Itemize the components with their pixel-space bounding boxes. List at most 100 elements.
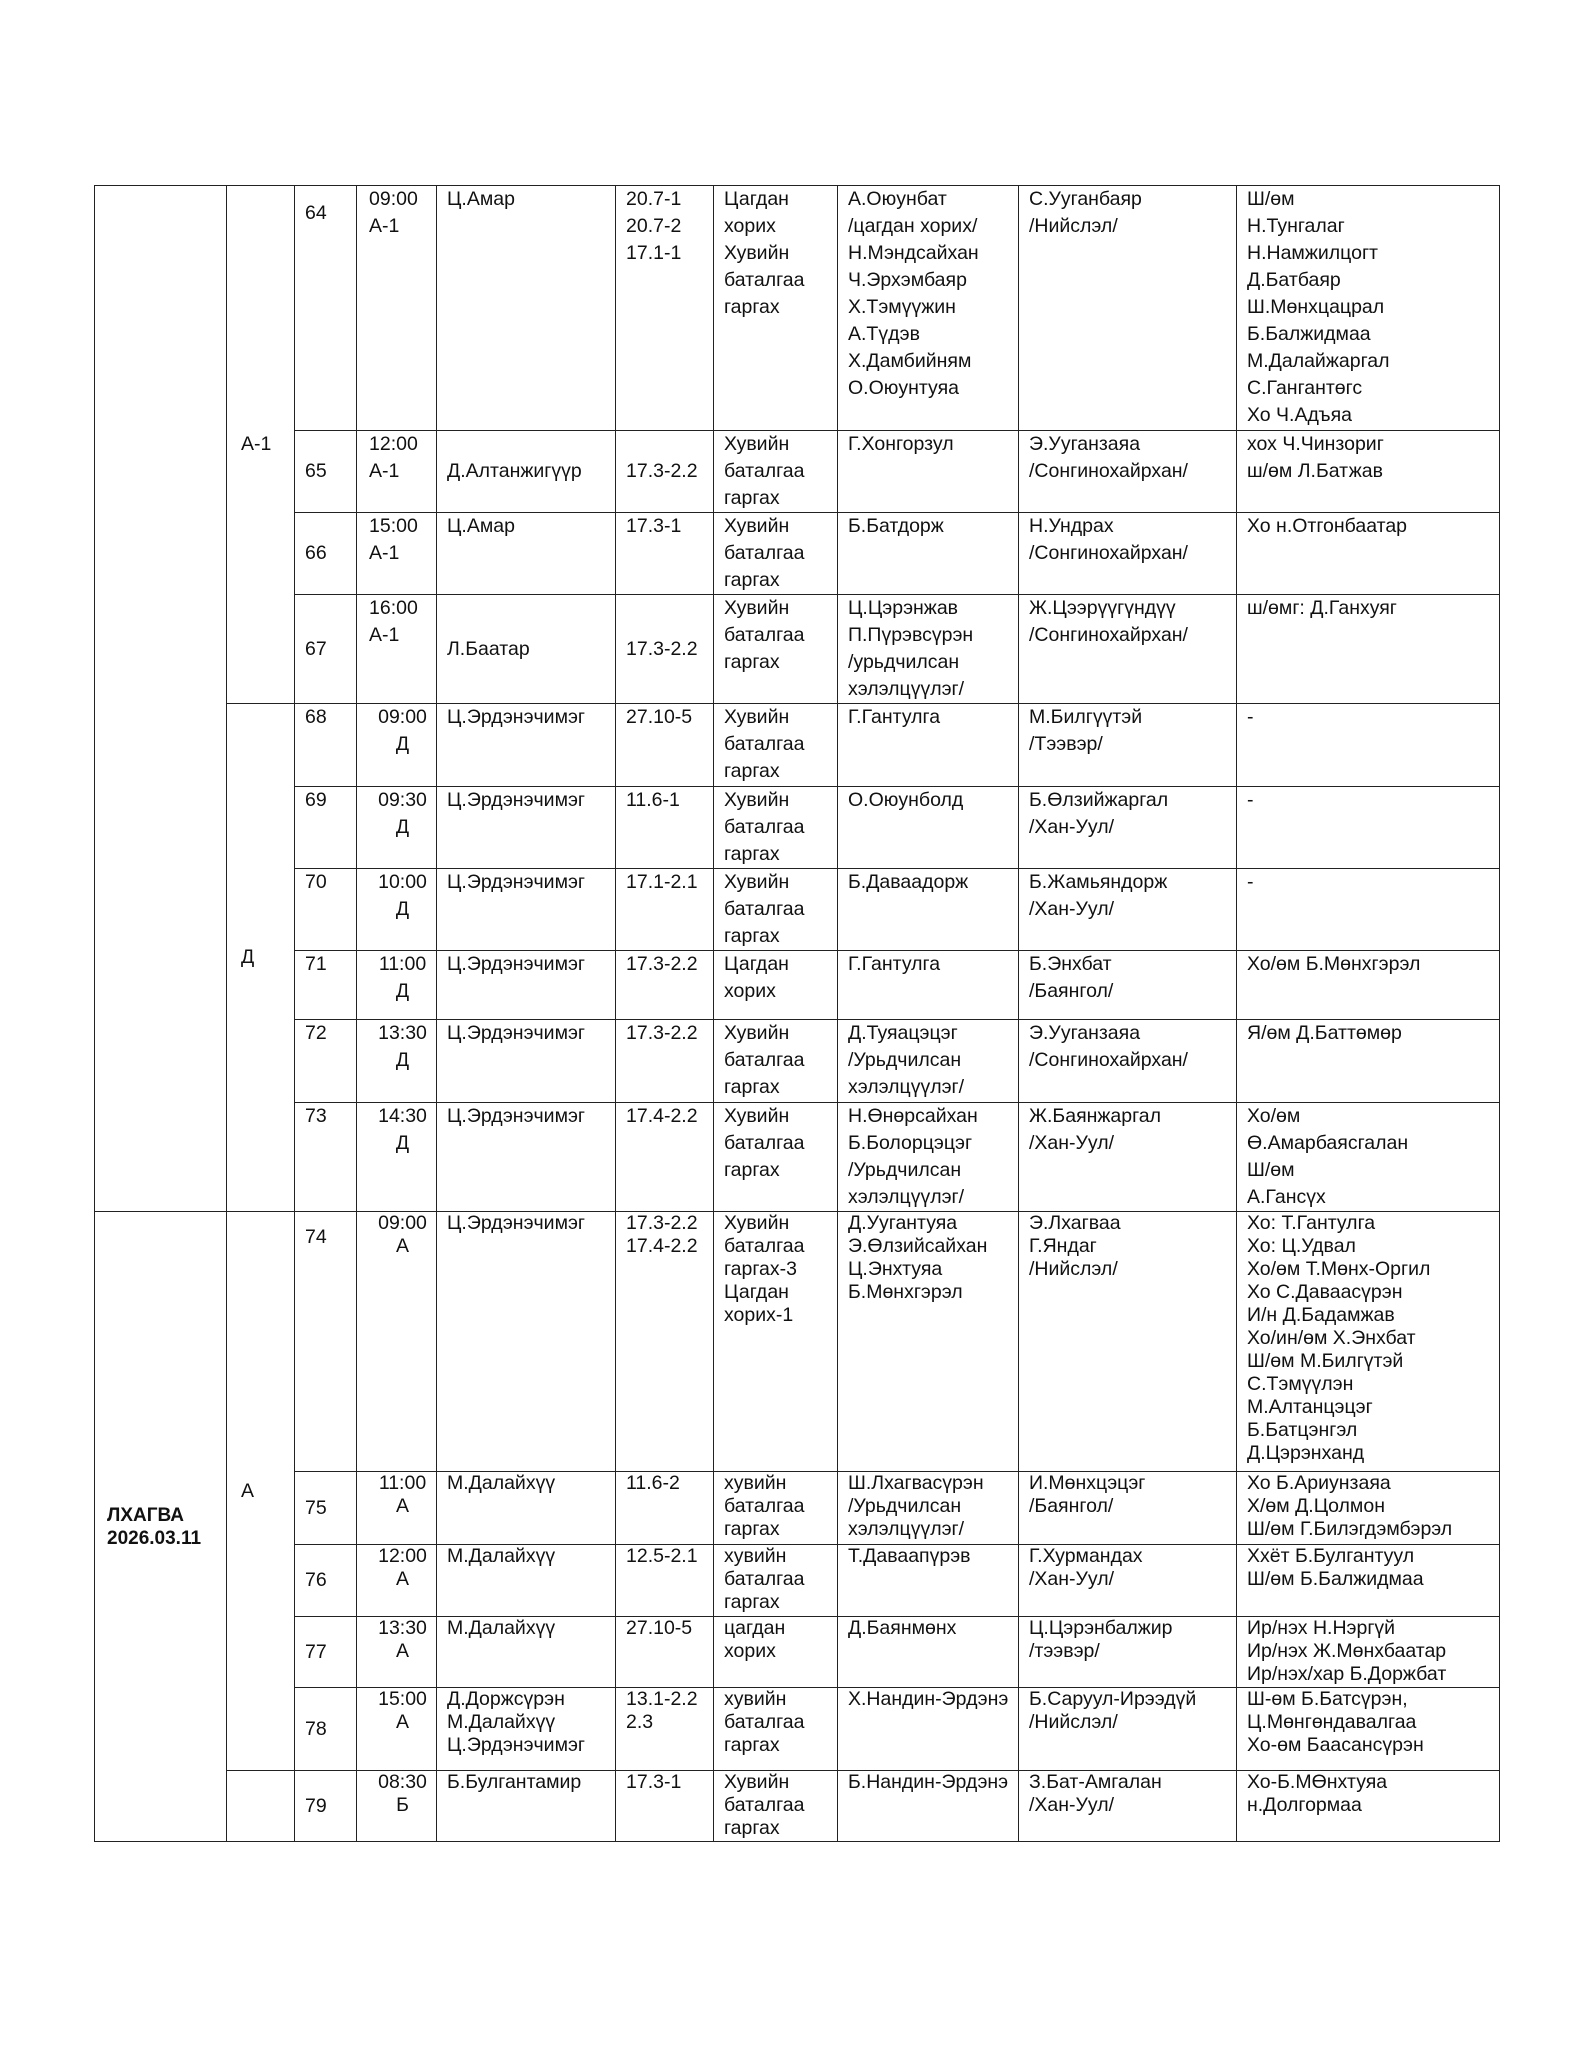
table-row: 70 10:00 Д Ц.Эрдэнэчимэг 17.1-2.1 Хувийн бат…: [95, 868, 1500, 951]
table-row: 76 12:00 А М.Далайхүү 12.5-2.1 хувийн баталг…: [95, 1544, 1500, 1617]
law-article: 27.10-5: [615, 1616, 714, 1688]
parties: Т.Даваапүрэв: [837, 1544, 1019, 1617]
prosecutor: Б.Өлзийжаргал /Хан-Уул/: [1018, 786, 1237, 869]
other-participants: Ир/нэх Н.Нэргүй Ир/нэх Ж.Мөнхбаатар Ир/н…: [1236, 1616, 1500, 1688]
other-participants: -: [1236, 868, 1500, 951]
hearing-time: 08:30 Б: [356, 1770, 437, 1842]
room-cell: А-1: [226, 185, 295, 704]
other-participants: Хо/өм Б.Мөнхгэрэл: [1236, 950, 1500, 1020]
prosecutor: З.Бат-Амгалан /Хан-Уул/: [1018, 1770, 1237, 1842]
parties: Ц.Цэрэнжав П.Пүрэвсүрэн /урьдчилсан хэлэ…: [837, 594, 1019, 704]
other-participants: Ххёт Б.Булгантуул Ш/өм Б.Балжидмаа: [1236, 1544, 1500, 1617]
case-type: Хувийн баталгаа гаргах: [713, 1770, 838, 1842]
prosecutor: Ж.Баянжаргал /Хан-Уул/: [1018, 1102, 1237, 1212]
table-row: 71 11:00 Д Ц.Эрдэнэчимэг 17.3-2.2 Цагдан хор…: [95, 950, 1500, 1020]
case-type: Хувийн баталгаа гаргах: [713, 786, 838, 869]
prosecutor: М.Билгүүтэй /Тээвэр/: [1018, 703, 1237, 787]
case-number: 64: [294, 185, 357, 431]
table-row: 75 11:00 А М.Далайхүү 11.6-2 хувийн баталгаа…: [95, 1471, 1500, 1545]
hearing-time: 11:00 А: [356, 1471, 437, 1545]
other-participants: Ш/өм Н.Тунгалаг Н.Намжилцогт Д.Батбаяр Ш…: [1236, 185, 1500, 431]
case-number: 65: [294, 430, 357, 513]
parties: Х.Нандин-Эрдэнэ: [837, 1687, 1019, 1771]
judge-name: Ц.Амар: [436, 185, 616, 431]
parties: Ш.Лхагвасүрэн /Урьдчилсан хэлэлцүүлэг/: [837, 1471, 1019, 1545]
other-participants: Хо/өм Ө.Амарбаясгалан Ш/өм А.Гансүх: [1236, 1102, 1500, 1212]
judge-name: Б.Булгантамир: [436, 1770, 616, 1842]
case-number: 67: [294, 594, 357, 704]
table-row: 79 08:30 Б Б.Булгантамир 17.3-1 Хувийн батал…: [95, 1770, 1500, 1842]
law-article: 12.5-2.1: [615, 1544, 714, 1617]
other-participants: -: [1236, 703, 1500, 787]
law-article: 11.6-2: [615, 1471, 714, 1545]
hearing-time: 09:00 Д: [356, 703, 437, 787]
case-number: 68: [294, 703, 357, 787]
law-article: 17.3-2.2: [615, 1019, 714, 1103]
case-type: Цагдан хорих Хувийн баталгаа гаргах: [713, 185, 838, 431]
case-number: 71: [294, 950, 357, 1020]
case-type: Хувийн баталгаа гаргах: [713, 594, 838, 704]
other-participants: Хо н.Отгонбаатар: [1236, 512, 1500, 595]
other-participants: Хо Б.Ариунзаяа Х/өм Д.Цолмон Ш/өм Г.Билэ…: [1236, 1471, 1500, 1545]
parties: Б.Даваадорж: [837, 868, 1019, 951]
law-article: 17.3-2.2: [615, 594, 714, 704]
judge-name: Д.Алтанжигүүр: [436, 430, 616, 513]
parties: Д.Уугантуяа Э.Өлзийсайхан Ц.Энхтуяа Б.Мө…: [837, 1211, 1019, 1472]
hearing-time: 15:00 А-1: [356, 512, 437, 595]
table-row: ЛХАГВА 2026.03.11 А 74 09:00 А Ц.Эрдэнэчимэг…: [94, 1211, 1500, 1842]
case-number: 74: [294, 1211, 357, 1472]
table-row: 69 09:30 Д Ц.Эрдэнэчимэг 11.6-1 Хувийн батал…: [95, 786, 1500, 869]
hearing-time: 09:00 А: [356, 1211, 437, 1472]
case-number: 73: [294, 1102, 357, 1212]
law-article: 17.3-1: [615, 1770, 714, 1842]
table-row: А-1 64 09:00 А-1 Ц.Амар 20.7-1 20.7-2 17.1-1…: [94, 185, 1500, 1212]
day-group-cell: ЛХАГВА 2026.03.11: [94, 1211, 227, 1842]
case-type: Цагдан хорих: [713, 950, 838, 1020]
case-type: хувийн баталгаа гаргах: [713, 1687, 838, 1771]
hearing-time: 12:00 А-1: [356, 430, 437, 513]
case-type: хувийн баталгаа гаргах: [713, 1544, 838, 1617]
other-participants: -: [1236, 786, 1500, 869]
other-participants: ш/өмг: Д.Ганхуяг: [1236, 594, 1500, 704]
case-number: 75: [294, 1471, 357, 1545]
case-number: 79: [294, 1770, 357, 1842]
hearing-time: 13:30 Д: [356, 1019, 437, 1103]
law-article: 17.1-2.1: [615, 868, 714, 951]
case-type: Хувийн баталгаа гаргах: [713, 512, 838, 595]
room-cell: [226, 1770, 295, 1842]
hearing-time: 09:30 Д: [356, 786, 437, 869]
judge-name: Ц.Эрдэнэчимэг: [436, 1019, 616, 1103]
prosecutor: Б.Саруул-Ирээдүй /Нийслэл/: [1018, 1687, 1237, 1771]
hearing-time: 10:00 Д: [356, 868, 437, 951]
judge-name: Ц.Эрдэнэчимэг: [436, 950, 616, 1020]
prosecutor: Г.Хурмандах /Хан-Уул/: [1018, 1544, 1237, 1617]
case-type: Хувийн баталгаа гаргах: [713, 1102, 838, 1212]
judge-name: М.Далайхүү: [436, 1471, 616, 1545]
other-participants: Хо-Б.МӨнхтуяа н.Долгормаа: [1236, 1770, 1500, 1842]
table-row: 73 14:30 Д Ц.Эрдэнэчимэг 17.4-2.2 Хувийн бат…: [95, 1102, 1500, 1212]
prosecutor: Ц.Цэрэнбалжир /тээвэр/: [1018, 1616, 1237, 1688]
table-row: 67 16:00 А-1 Л.Баатар 17.3-2.2 Хувийн баталг…: [95, 594, 1500, 704]
other-participants: Хо: Т.Гантулга Хо: Ц.Удвал Хо/өм Т.Мөнх-…: [1236, 1211, 1500, 1472]
law-article: 17.3-2.2: [615, 950, 714, 1020]
case-number: 69: [294, 786, 357, 869]
case-type: хувийн баталгаа гаргах: [713, 1471, 838, 1545]
law-article: 20.7-1 20.7-2 17.1-1: [615, 185, 714, 431]
hearing-time: 09:00 А-1: [356, 185, 437, 431]
case-type: Хувийн баталгаа гаргах: [713, 868, 838, 951]
judge-name: Ц.Амар: [436, 512, 616, 595]
table-row: 77 13:30 А М.Далайхүү 27.10-5 цагдан хорих Д.…: [95, 1616, 1500, 1688]
prosecutor: Э.Лхагваа Г.Яндаг /Нийслэл/: [1018, 1211, 1237, 1472]
prosecutor: Э.Ууганзаяа /Сонгинохайрхан/: [1018, 1019, 1237, 1103]
parties: Г.Гантулга: [837, 703, 1019, 787]
law-article: 17.3-2.2: [615, 430, 714, 513]
parties: О.Оюунболд: [837, 786, 1019, 869]
table-row: 65 12:00 А-1 Д.Алтанжигүүр 17.3-2.2 Хувийн б…: [95, 430, 1500, 513]
case-type: Хувийн баталгаа гаргах-3 Цагдан хорих-1: [713, 1211, 838, 1472]
hearing-time: 12:00 А: [356, 1544, 437, 1617]
table-row: 66 15:00 А-1 Ц.Амар 17.3-1 Хувийн баталгаа г…: [95, 512, 1500, 595]
case-number: 72: [294, 1019, 357, 1103]
prosecutor: Э.Ууганзаяа /Сонгинохайрхан/: [1018, 430, 1237, 513]
judge-name: Д.Доржсүрэн М.Далайхүү Ц.Эрдэнэчимэг: [436, 1687, 616, 1771]
hearing-time: 15:00 А: [356, 1687, 437, 1771]
